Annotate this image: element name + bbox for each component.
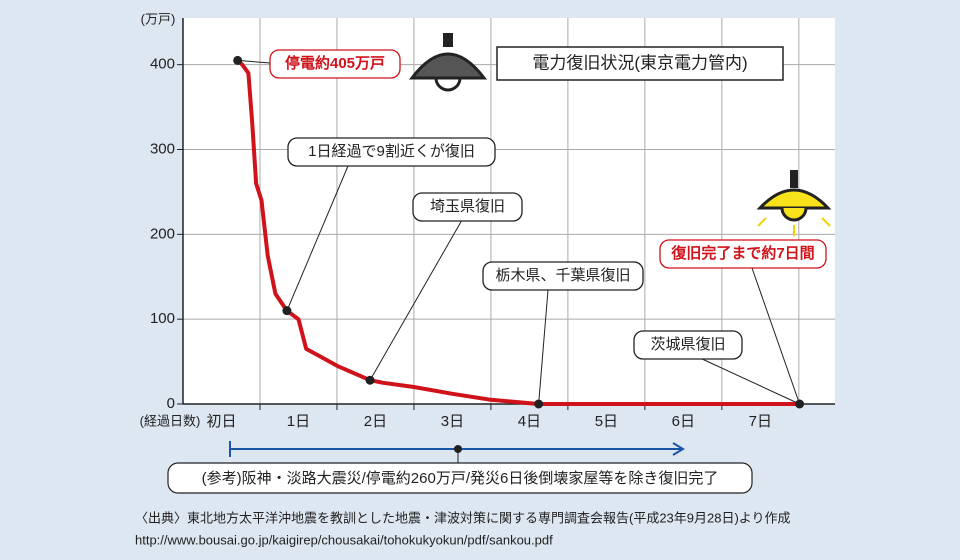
- x-tick-label: 1日: [287, 413, 310, 430]
- y-tick-label: 400: [150, 56, 175, 73]
- point: [795, 399, 805, 409]
- y-tick-label: 100: [150, 310, 175, 327]
- line: [236, 58, 800, 406]
- x-tick-label: 4日: [518, 413, 541, 430]
- x-label: (経過日数): [140, 413, 201, 428]
- annotation: 復旧完了まで約7日間: [670, 244, 814, 262]
- point: [534, 399, 544, 409]
- annotation: 1日経過で9割近くが復旧: [308, 143, 475, 160]
- lamp-off-icon: [408, 33, 488, 92]
- y-unit: (万戸): [141, 11, 176, 26]
- annotation: 停電約405万戸: [285, 54, 385, 72]
- annotation: 茨城県復旧: [650, 336, 725, 353]
- point: [282, 306, 292, 316]
- callout-line: [751, 267, 801, 405]
- annotation: 栃木県、千葉県復旧: [495, 267, 630, 284]
- callout-line: [699, 357, 800, 405]
- x-tick-label: 2日: [364, 413, 387, 430]
- x-tick-label: 3日: [441, 413, 464, 430]
- annotation-box: [633, 330, 743, 360]
- note: (参考)阪神・淡路大震災/停電約260万戸/発災6日後倒壊家屋等を除き復旧完了: [202, 469, 719, 487]
- title-box: [496, 46, 784, 81]
- source-url: http://www.bousai.go.jp/kaigirep/chousak…: [135, 532, 553, 547]
- annotation-box: [269, 49, 401, 79]
- annotation-box: [482, 261, 644, 291]
- x-tick-label: 7日: [749, 413, 772, 430]
- callout-line: [369, 219, 463, 381]
- lamp-on-icon: [756, 170, 832, 236]
- x-tick-label: 初日: [206, 413, 236, 430]
- note-box: [167, 462, 753, 494]
- point: [233, 55, 243, 65]
- callout-line: [538, 289, 549, 405]
- callout-line: [286, 165, 349, 311]
- annotation-box: [287, 137, 496, 167]
- annotation: 埼玉県復旧: [430, 198, 505, 215]
- annotation-box: [412, 192, 523, 222]
- point: [365, 375, 375, 385]
- reference-arrow: [229, 441, 685, 463]
- callout-line: [237, 59, 271, 64]
- source: 〈出典〉東北地方太平洋沖地震を教訓とした地震・津波対策に関する専門調査会報告(平…: [135, 510, 791, 525]
- y-tick-label: 300: [150, 140, 175, 157]
- x-tick-label: 6日: [672, 413, 695, 430]
- y-tick-label: 0: [167, 395, 175, 412]
- y-tick-label: 200: [150, 225, 175, 242]
- chart-title: 電力復旧状況(東京電力管内): [532, 53, 747, 72]
- x-tick-label: 5日: [595, 413, 618, 430]
- annotation-box: [659, 239, 827, 269]
